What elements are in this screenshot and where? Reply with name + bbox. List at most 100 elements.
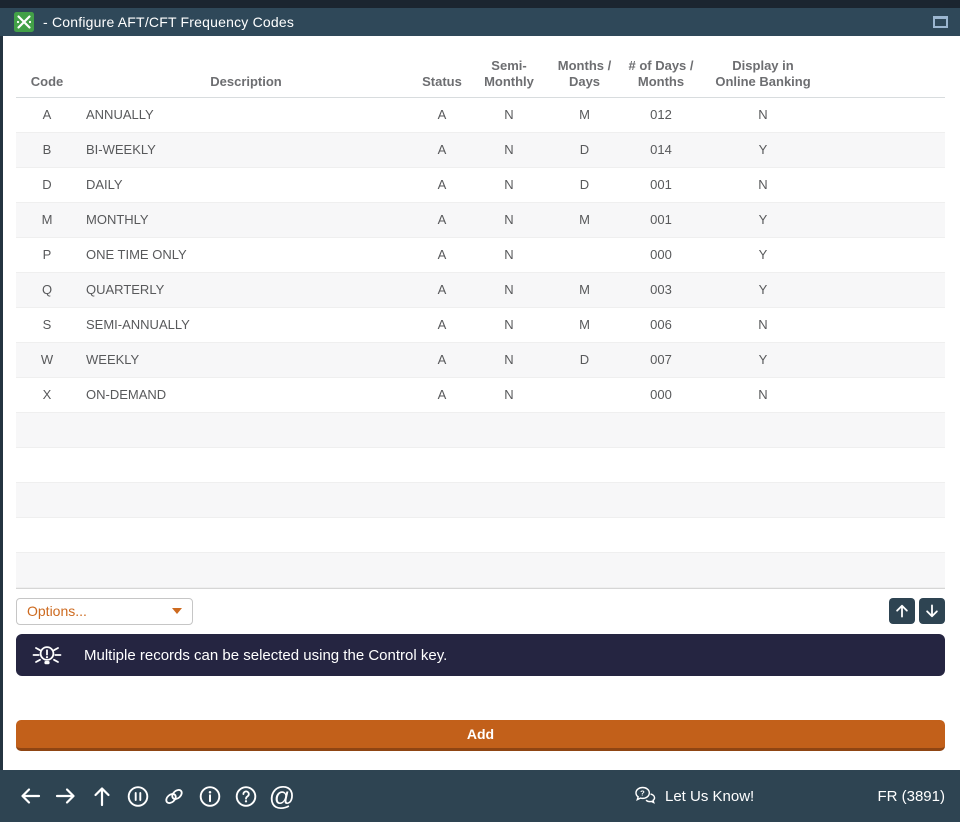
cell-semi-monthly: N (504, 317, 514, 332)
cell-filler (825, 273, 945, 307)
help-icon[interactable] (234, 784, 258, 808)
tip-banner: Multiple records can be selected using t… (16, 634, 945, 676)
cell-description: ONE TIME ONLY (86, 247, 187, 262)
cell-filler (825, 168, 945, 202)
cell-code: Q (41, 282, 53, 297)
cell-semi-monthly: N (504, 177, 514, 192)
col-header-filler (825, 90, 945, 97)
cell-display-online: N (758, 317, 768, 332)
cell-description: WEEKLY (86, 352, 140, 367)
pause-icon[interactable] (126, 784, 150, 808)
cell-num-days-months: 001 (650, 177, 672, 192)
table-row[interactable]: X ON-DEMAND A N 000 N (16, 378, 945, 413)
cell-months-days (548, 238, 621, 272)
cell-semi-monthly: N (504, 212, 514, 227)
cell-status: A (437, 247, 447, 262)
table-row[interactable]: B BI-WEEKLY A N D 014 Y (16, 133, 945, 168)
cell-status: A (437, 387, 447, 402)
cell-num-days-months: 006 (650, 317, 672, 332)
cell-status: A (437, 107, 447, 122)
cell-filler (825, 378, 945, 412)
arrow-left-icon[interactable] (18, 784, 42, 808)
cell-description: MONTHLY (86, 212, 149, 227)
cell-months-days: M (579, 317, 590, 332)
options-dropdown[interactable]: Options... (16, 597, 193, 625)
move-up-button[interactable] (889, 598, 915, 624)
move-down-button[interactable] (919, 598, 945, 624)
cell-months-days: D (579, 177, 590, 192)
cell-semi-monthly: N (504, 352, 514, 367)
info-icon[interactable] (198, 784, 222, 808)
cell-num-days-months: 003 (650, 282, 672, 297)
maximize-icon[interactable] (933, 16, 948, 28)
col-header-months-days: Months / Days (557, 58, 612, 89)
cell-code: A (42, 107, 52, 122)
cell-display-online: Y (758, 142, 768, 157)
cell-code: D (42, 177, 52, 192)
cell-months-days: M (579, 107, 590, 122)
cell-code: S (42, 317, 52, 332)
add-button[interactable]: Add (16, 720, 945, 751)
feedback-chat-icon: ? (634, 786, 657, 806)
cell-months-days: M (579, 212, 590, 227)
tip-message: Multiple records can be selected using t… (84, 646, 448, 664)
table-row-empty (16, 518, 945, 553)
cell-num-days-months: 012 (650, 107, 672, 122)
chevron-down-icon (172, 608, 182, 614)
cell-semi-monthly: N (504, 387, 514, 402)
cell-code: B (42, 142, 52, 157)
window-top-strip (0, 0, 960, 8)
cell-display-online: Y (758, 247, 768, 262)
arrow-right-icon[interactable] (54, 784, 78, 808)
titlebar: - Configure AFT/CFT Frequency Codes (0, 8, 960, 36)
cell-status: A (437, 317, 447, 332)
table-row-empty (16, 448, 945, 483)
cell-display-online: Y (758, 352, 768, 367)
cell-code: P (42, 247, 52, 262)
col-header-semi-monthly: Semi- Monthly (484, 58, 534, 89)
table-row-empty (16, 553, 945, 588)
cell-filler (825, 133, 945, 167)
cell-months-days (548, 378, 621, 412)
table-row[interactable]: A ANNUALLY A N M 012 N (16, 98, 945, 133)
cell-status: A (437, 212, 447, 227)
options-row: Options... (16, 597, 945, 625)
cell-description: QUARTERLY (86, 282, 165, 297)
col-header-num-days-months: # of Days / Months (628, 58, 694, 89)
table-row[interactable]: M MONTHLY A N M 001 Y (16, 203, 945, 238)
cell-num-days-months: 007 (650, 352, 672, 367)
arrow-down-icon (926, 604, 938, 618)
table-row[interactable]: D DAILY A N D 001 N (16, 168, 945, 203)
cell-status: A (437, 352, 447, 367)
let-us-know-button[interactable]: ? Let Us Know! (634, 786, 754, 806)
cell-description: SEMI-ANNUALLY (86, 317, 190, 332)
cell-months-days: M (579, 282, 590, 297)
table-row[interactable]: S SEMI-ANNUALLY A N M 006 N (16, 308, 945, 343)
cell-code: M (41, 212, 53, 227)
at-sign-icon[interactable]: @ (268, 781, 296, 811)
cell-status: A (437, 177, 447, 192)
cell-display-online: N (758, 387, 768, 402)
cell-filler (825, 203, 945, 237)
cell-filler (825, 98, 945, 132)
cell-display-online: N (758, 177, 768, 192)
cell-description: ANNUALLY (86, 107, 154, 122)
let-us-know-label: Let Us Know! (665, 787, 755, 805)
cell-description: BI-WEEKLY (86, 142, 156, 157)
col-header-description: Description (210, 74, 282, 89)
reorder-buttons (889, 598, 945, 624)
cell-months-days: D (579, 352, 590, 367)
table-row[interactable]: W WEEKLY A N D 007 Y (16, 343, 945, 378)
link-icon[interactable] (162, 784, 186, 808)
table-row[interactable]: P ONE TIME ONLY A N 000 Y (16, 238, 945, 273)
lightbulb-icon (28, 641, 66, 669)
cell-description: ON-DEMAND (86, 387, 167, 402)
table-row[interactable]: Q QUARTERLY A N M 003 Y (16, 273, 945, 308)
cell-display-online: Y (758, 282, 768, 297)
arrow-up-icon[interactable] (90, 784, 114, 808)
cell-description: DAILY (86, 177, 123, 192)
cell-filler (825, 238, 945, 272)
col-header-status: Status (422, 74, 462, 89)
content-area: Code Description Status Semi- Monthly Mo… (0, 36, 960, 770)
